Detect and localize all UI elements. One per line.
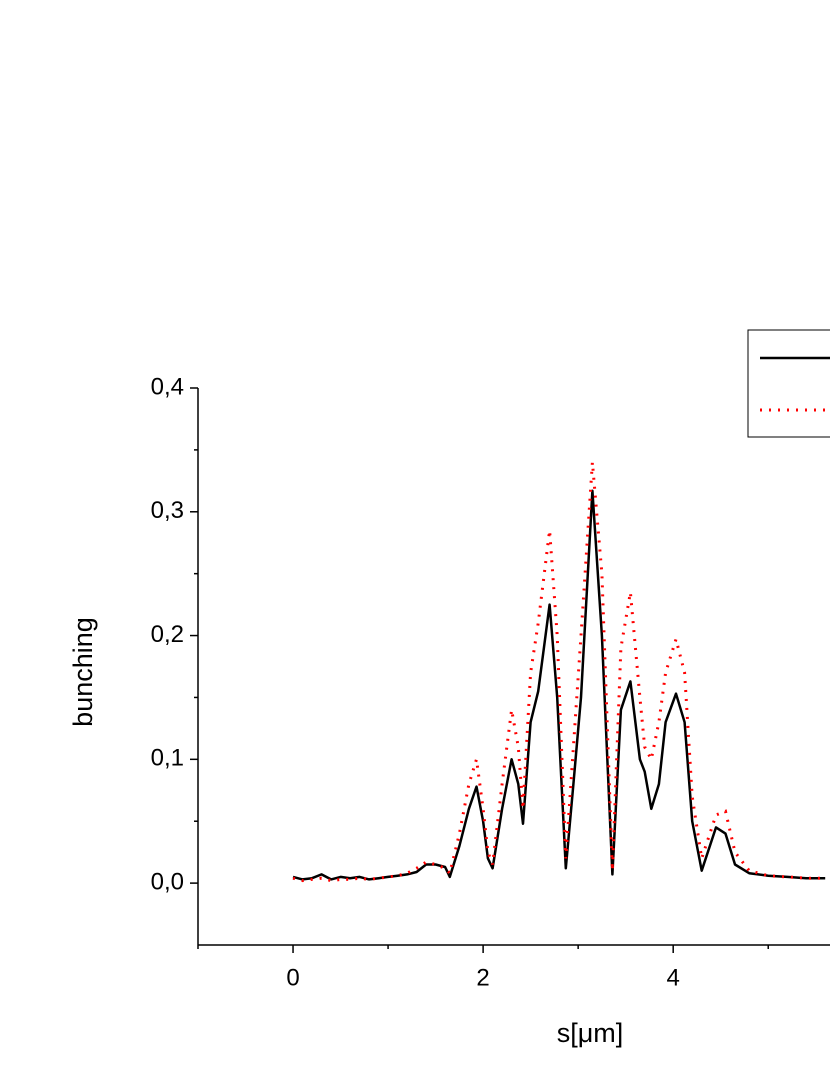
series-line bbox=[292, 489, 826, 881]
x-axis-label: s[μm] bbox=[557, 1018, 624, 1048]
legend-box bbox=[747, 329, 830, 438]
y-tick-label: 0,3 bbox=[151, 497, 184, 524]
x-tick-label: 2 bbox=[476, 964, 489, 991]
y-tick-label: 0,0 bbox=[151, 868, 184, 895]
y-tick-label: 0,1 bbox=[151, 745, 184, 772]
y-tick-label: 0,2 bbox=[151, 621, 184, 648]
y-tick-label: 0,4 bbox=[151, 373, 184, 400]
x-tick-label: 0 bbox=[286, 964, 299, 991]
y-axis-label: bunching bbox=[68, 617, 98, 727]
series-line bbox=[292, 462, 826, 883]
x-tick-label: 4 bbox=[667, 964, 680, 991]
